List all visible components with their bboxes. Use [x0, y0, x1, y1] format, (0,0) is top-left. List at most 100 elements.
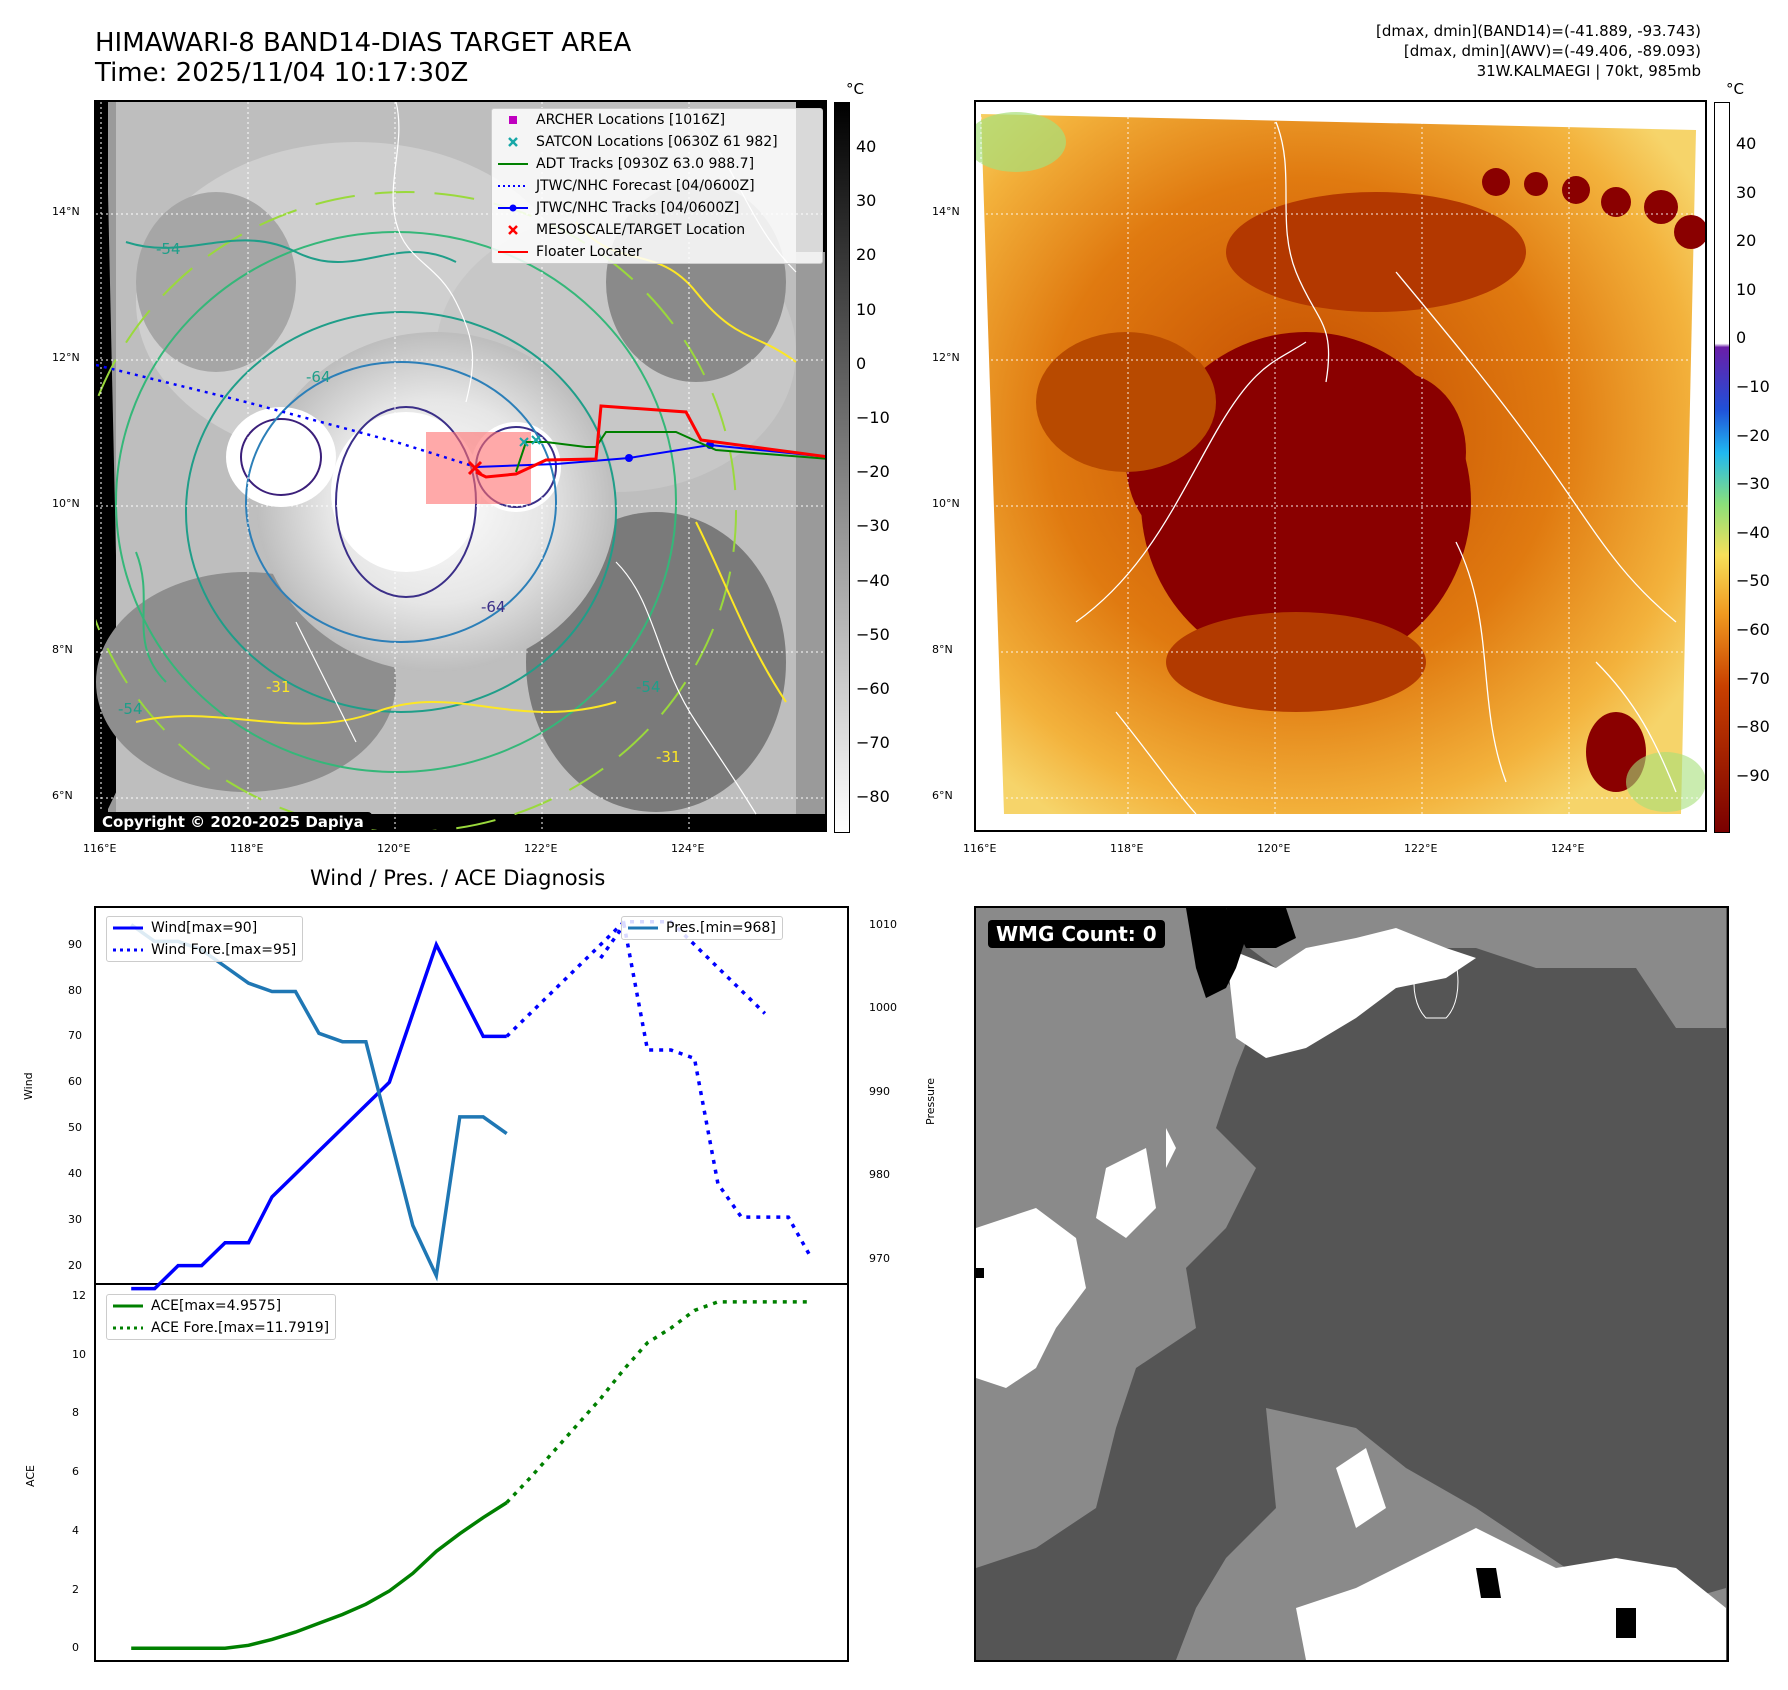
contour-label: -54 — [636, 678, 661, 696]
legend-label: JTWC/NHC Forecast [04/0600Z] — [536, 178, 755, 194]
awv-colorbar-tick: −90 — [1736, 765, 1770, 785]
longitude-label: 116°E — [963, 842, 997, 855]
legend-label: ADT Tracks [0930Z 63.0 988.7] — [536, 156, 755, 172]
ir-satellite-panel: -54 -64 -54 -31 -54 -64 -31 ARCHER Locat… — [94, 100, 827, 832]
contour-label: -64 — [306, 368, 331, 386]
latitude-label: 14°N — [932, 205, 960, 218]
latitude-label: 8°N — [52, 643, 73, 656]
awv-colorbar-tick: −10 — [1736, 377, 1770, 396]
legend-ace-forecast: ACE Fore.[max=11.7919] — [151, 1320, 330, 1336]
pressure-forecast-line — [599, 920, 814, 1260]
wind-tick-label: 70 — [68, 1029, 82, 1043]
legend-swatch — [498, 185, 528, 187]
latitude-label: 8°N — [932, 643, 953, 656]
ir-colorbar-tick: 10 — [856, 299, 877, 319]
legend-swatch — [508, 225, 518, 235]
legend-ace: ACE[max=4.9575] — [151, 1298, 282, 1314]
ir-colorbar-unit: °C — [846, 80, 864, 98]
ir-colorbar-tick: 30 — [856, 191, 877, 211]
diagnosis-chart — [96, 920, 847, 1650]
wind-forecast-line — [505, 920, 767, 1038]
pressure-tick-label: 980 — [869, 1168, 890, 1182]
ir-colorbar-tick: −50 — [856, 624, 890, 644]
legend-item: ADT Tracks [0930Z 63.0 988.7] — [492, 153, 822, 175]
legend-wind-forecast: Wind Fore.[max=95] — [151, 942, 297, 958]
wmg-count-badge: WMG Count: 0 — [988, 920, 1165, 948]
ace-legend: ACE[max=4.9575] ACE Fore.[max=11.7919] — [106, 1294, 337, 1340]
awv-colorbar-tick: 20 — [1736, 231, 1757, 251]
ir-colorbar-tick: −10 — [856, 408, 890, 427]
contour-label: -54 — [156, 240, 181, 258]
ace-tick-label: 0 — [72, 1641, 79, 1655]
ir-colorbar-tick: −20 — [856, 462, 890, 482]
legend-item: SATCON Locations [0630Z 61 982] — [492, 131, 822, 153]
ace-axis-label: ACE — [24, 1465, 37, 1487]
longitude-label: 120°E — [377, 842, 411, 855]
pressure-series-line — [130, 923, 508, 1282]
wind-tick-label: 80 — [68, 983, 82, 997]
ir-colorbar-tick: 40 — [856, 137, 877, 156]
info-band14-range: [dmax, dmin](BAND14)=(-41.889, -93.743) — [1376, 22, 1701, 40]
ir-colorbar-tick: −70 — [856, 733, 890, 753]
wind-tick-label: 50 — [68, 1121, 82, 1135]
ir-colorbar-tick: −30 — [856, 516, 890, 536]
awv-colorbar — [1714, 102, 1730, 833]
figure-time: Time: 2025/11/04 10:17:30Z — [95, 58, 469, 88]
ir-legend: ARCHER Locations [1016Z] SATCON Locations… — [491, 108, 823, 264]
longitude-label: 120°E — [1257, 842, 1291, 855]
longitude-label: 122°E — [1404, 842, 1438, 855]
wind-tick-label: 30 — [68, 1212, 82, 1226]
awv-colorbar-tick: 30 — [1736, 182, 1757, 202]
contour-label: -31 — [266, 678, 291, 696]
awv-imagery — [976, 102, 1705, 830]
longitude-label: 118°E — [230, 842, 264, 855]
copyright-badge: Copyright © 2020-2025 Dapiya — [96, 812, 372, 830]
awv-colorbar-tick: 0 — [1736, 328, 1747, 348]
legend-pressure: Pres.[min=968] — [666, 920, 776, 936]
legend-swatch — [508, 137, 518, 147]
ace-tick-label: 6 — [72, 1465, 79, 1478]
awv-colorbar-tick: −70 — [1736, 668, 1770, 688]
pressure-tick-label: 1010 — [869, 917, 897, 931]
awv-satellite-panel — [974, 100, 1707, 832]
latitude-label: 6°N — [932, 789, 953, 802]
info-storm-id: 31W.KALMAEGI | 70kt, 985mb — [1476, 62, 1701, 80]
wmg-imagery — [976, 908, 1726, 1660]
wind-tick-label: 20 — [68, 1258, 82, 1272]
latitude-label: 6°N — [52, 789, 73, 802]
ir-colorbar-tick: −60 — [856, 679, 890, 698]
longitude-label: 122°E — [524, 842, 558, 855]
awv-colorbar-tick: −30 — [1736, 474, 1770, 494]
pressure-tick-label: 970 — [869, 1251, 890, 1265]
wind-legend: Wind[max=90] Wind Fore.[max=95] — [106, 916, 304, 962]
legend-item: MESOSCALE/TARGET Location — [492, 219, 822, 241]
info-awv-range: [dmax, dmin](AWV)=(-49.406, -89.093) — [1403, 42, 1701, 60]
legend-label: JTWC/NHC Tracks [04/0600Z] — [536, 200, 740, 216]
legend-label: SATCON Locations [0630Z 61 982] — [536, 134, 778, 150]
latitude-label: 10°N — [932, 497, 960, 510]
longitude-label: 124°E — [671, 842, 705, 855]
longitude-label: 116°E — [83, 842, 117, 855]
ace-tick-label: 4 — [72, 1523, 79, 1537]
legend-item: Floater Locater — [492, 241, 822, 263]
awv-colorbar-tick: −40 — [1736, 522, 1770, 542]
pressure-tick-label: 1000 — [869, 1001, 897, 1015]
wind-tick-label: 90 — [68, 937, 82, 951]
contour-label: -31 — [656, 748, 681, 766]
legend-swatch — [498, 163, 528, 165]
ir-colorbar-tick: −40 — [856, 570, 890, 590]
latitude-label: 14°N — [52, 205, 80, 218]
legend-label: MESOSCALE/TARGET Location — [536, 222, 746, 238]
latitude-label: 12°N — [932, 351, 960, 364]
ir-colorbar-tick: 0 — [856, 353, 867, 373]
ir-colorbar-tick: −80 — [856, 787, 890, 807]
diagnosis-title: Wind / Pres. / ACE Diagnosis — [310, 866, 606, 890]
legend-item: JTWC/NHC Forecast [04/0600Z] — [492, 175, 822, 197]
wind-tick-label: 40 — [68, 1166, 82, 1180]
legend-wind: Wind[max=90] — [151, 920, 258, 936]
awv-colorbar-unit: °C — [1726, 80, 1744, 98]
wmg-panel: WMG Count: 0 — [974, 906, 1729, 1662]
legend-label: ARCHER Locations [1016Z] — [536, 112, 726, 128]
contour-label: -54 — [118, 700, 143, 718]
ace-forecast-line — [505, 1300, 812, 1504]
